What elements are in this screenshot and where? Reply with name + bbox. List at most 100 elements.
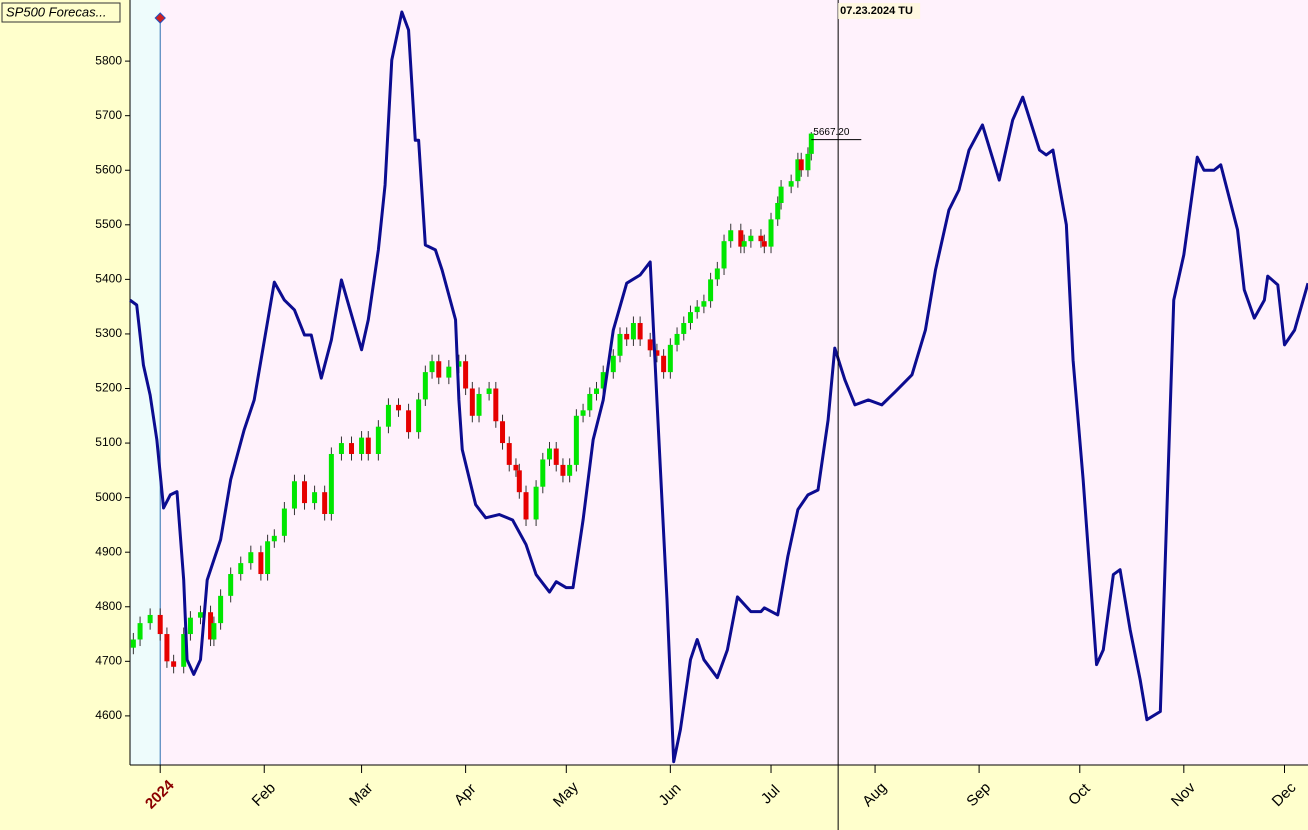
layer: 4600 4700 4800 4900 5000 5100 5200 5300 5400 5500… xyxy=(95,0,1308,830)
candle-body xyxy=(456,361,462,367)
y-tick-label: 5400 xyxy=(95,272,122,286)
candle-body xyxy=(788,181,794,187)
candle-body xyxy=(587,393,593,411)
candle-body xyxy=(422,372,428,400)
candle-body xyxy=(164,634,170,662)
candle-body xyxy=(429,361,435,373)
y-tick-label: 4700 xyxy=(95,653,122,667)
y-tick-label: 5700 xyxy=(95,108,122,122)
candle-body xyxy=(385,404,391,427)
candle-body xyxy=(322,492,328,515)
candle-body xyxy=(486,388,492,394)
cursor-label-box xyxy=(838,3,921,19)
candle-body xyxy=(238,563,244,575)
candle-body xyxy=(218,595,224,624)
candle-body xyxy=(630,323,636,340)
candle-body xyxy=(281,508,287,536)
candle-body xyxy=(674,333,680,345)
candle-body xyxy=(610,355,616,373)
candle-body xyxy=(647,339,653,351)
candle-body xyxy=(375,426,381,454)
candle-body xyxy=(328,453,334,515)
candle-body xyxy=(248,552,254,564)
candle-body xyxy=(761,241,767,247)
candle-body xyxy=(714,268,720,280)
candle-body xyxy=(265,541,271,575)
candle-body xyxy=(540,459,546,487)
year-marker xyxy=(154,12,166,24)
candle-body xyxy=(547,448,553,460)
candle-body xyxy=(533,486,539,520)
candle-body xyxy=(661,355,667,373)
candle-body xyxy=(137,623,143,640)
candle-body xyxy=(798,159,804,171)
title-box xyxy=(1,2,121,23)
candle-body xyxy=(446,366,452,378)
candle-body xyxy=(157,614,163,635)
candle-body xyxy=(694,306,700,313)
y-tick-label: 4800 xyxy=(95,599,122,613)
candle-body xyxy=(708,279,714,302)
candle-body xyxy=(600,372,606,389)
candle-body xyxy=(228,574,234,596)
candle-body xyxy=(130,639,136,648)
candle-body xyxy=(208,612,214,640)
candle-body xyxy=(560,464,566,476)
candle-body xyxy=(476,393,482,416)
y-tick-label: 5200 xyxy=(95,381,122,395)
candle-body xyxy=(795,159,801,182)
candle-body xyxy=(775,202,781,220)
candle-body xyxy=(654,350,660,356)
candle-body xyxy=(617,333,623,356)
plot-area xyxy=(130,0,1308,765)
candle-body xyxy=(667,344,673,373)
candle-body xyxy=(338,443,344,454)
y-tick-label: 5600 xyxy=(95,162,122,176)
candle-body xyxy=(758,235,764,242)
candle-body xyxy=(681,323,687,334)
candle-body xyxy=(594,388,600,394)
candle-body xyxy=(768,219,774,247)
y-tick-label: 5100 xyxy=(95,435,122,449)
candle-body xyxy=(805,153,811,171)
candle-body xyxy=(312,492,318,504)
candle-body xyxy=(416,399,422,433)
candle-body xyxy=(778,186,784,203)
candle-body xyxy=(513,464,519,471)
candle-body xyxy=(701,301,707,307)
candle-body xyxy=(197,612,203,618)
candle-body xyxy=(147,614,153,624)
candle-body xyxy=(506,443,512,465)
candle-body xyxy=(258,552,264,575)
candle-body xyxy=(516,470,522,493)
y-tick-label: 5800 xyxy=(95,53,122,67)
candle-body xyxy=(493,388,499,422)
candle-body xyxy=(738,230,744,247)
candle-body xyxy=(211,623,217,640)
candle-body xyxy=(359,437,365,454)
candle-body xyxy=(808,133,814,154)
candle-body xyxy=(580,410,586,416)
last-price-label: 5667.20 xyxy=(813,127,850,138)
candle-body xyxy=(523,492,529,520)
y-tick-label: 5500 xyxy=(95,217,122,231)
candle-body xyxy=(181,634,187,667)
chart-title: SP500 Forecas... xyxy=(6,4,106,19)
candle-body xyxy=(500,421,506,444)
candle-body xyxy=(171,661,177,667)
candle-body xyxy=(187,617,193,635)
candle-body xyxy=(365,437,371,454)
candle-body xyxy=(271,535,277,542)
candle-body xyxy=(395,404,401,411)
candle-body xyxy=(567,464,573,476)
prior-period xyxy=(130,0,161,765)
y-tick-label: 5000 xyxy=(95,490,122,504)
forecast-line xyxy=(129,10,1308,764)
y-tick-label: 4900 xyxy=(95,544,122,558)
y-tick-label: 5300 xyxy=(95,326,122,340)
candle-body xyxy=(463,361,469,389)
candle-body xyxy=(302,481,308,504)
candle-body xyxy=(349,443,355,454)
candle-body xyxy=(553,448,559,465)
